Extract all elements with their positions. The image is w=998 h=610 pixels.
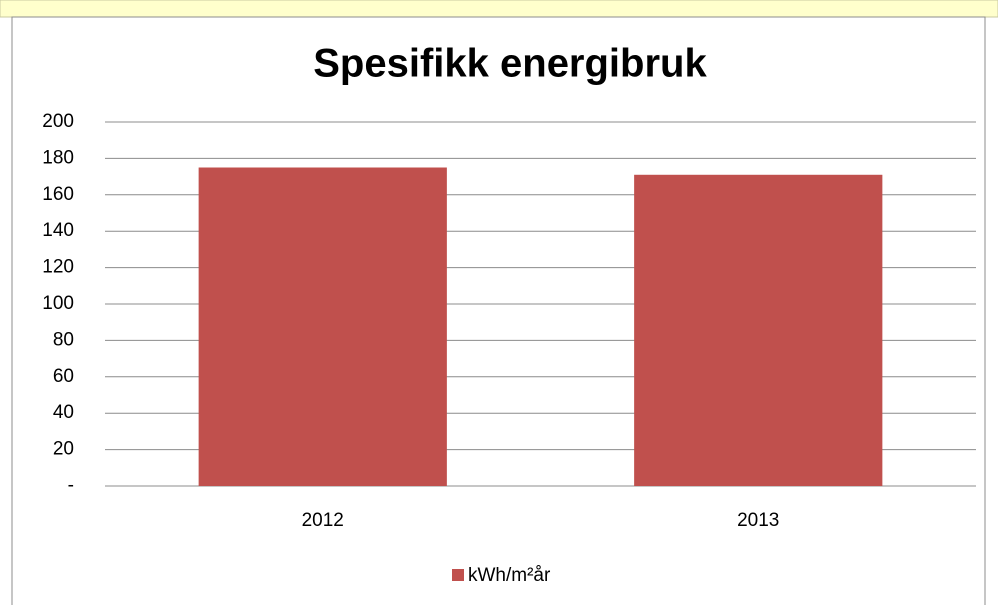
header-strip bbox=[0, 0, 998, 18]
y-tick-label: 120 bbox=[42, 257, 74, 278]
y-tick-label: 100 bbox=[42, 293, 74, 314]
y-tick-label: 60 bbox=[53, 366, 74, 387]
y-tick-label: 160 bbox=[42, 184, 74, 205]
bar bbox=[198, 167, 447, 486]
y-tick-label: 140 bbox=[42, 220, 74, 241]
y-tick-label: 80 bbox=[53, 329, 74, 350]
y-tick-label: 200 bbox=[42, 111, 74, 132]
legend-label: kWh/m²år bbox=[468, 565, 551, 586]
y-tick-label: - bbox=[68, 475, 74, 496]
x-tick-label: 2012 bbox=[302, 510, 344, 531]
y-tick-label: 40 bbox=[53, 402, 74, 423]
x-tick-label: 2013 bbox=[737, 510, 779, 531]
bar bbox=[634, 174, 883, 486]
chart-title: Spesifikk energibruk bbox=[313, 42, 707, 86]
legend-swatch bbox=[452, 569, 464, 581]
y-tick-label: 20 bbox=[53, 439, 74, 460]
y-tick-label: 180 bbox=[42, 147, 74, 168]
